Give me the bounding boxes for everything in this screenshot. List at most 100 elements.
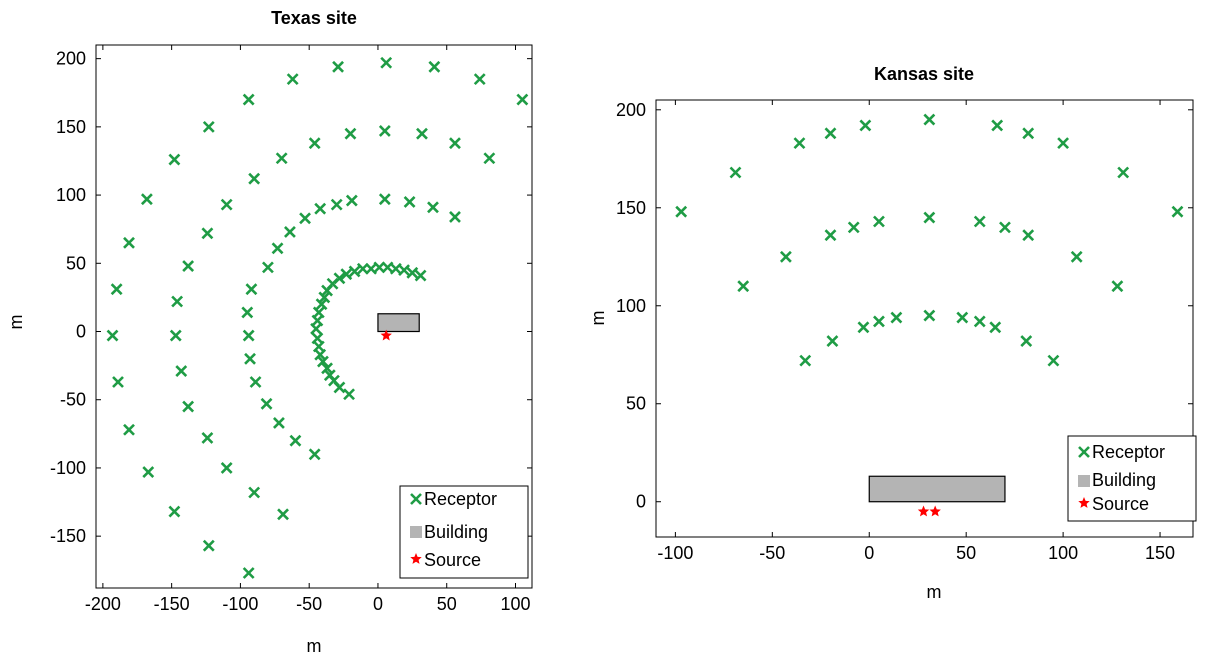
- kansas-source-point: [917, 505, 930, 517]
- kansas-x-tick-label: 50: [956, 543, 976, 563]
- texas-y-tick-label: -100: [50, 458, 86, 478]
- kansas-receptor-point: [923, 309, 936, 322]
- kansas-receptor-point: [859, 119, 872, 132]
- texas-receptor-point: [348, 265, 361, 278]
- kansas-y-tick-label: 150: [616, 198, 646, 218]
- texas-receptor-point: [333, 381, 346, 394]
- texas-receptor-point: [142, 466, 155, 478]
- kansas-receptor-point: [1171, 205, 1184, 218]
- texas-receptor-point: [202, 120, 215, 133]
- texas-receptor-point: [318, 291, 331, 304]
- texas-receptor-point: [175, 365, 188, 377]
- texas-receptor-point: [312, 306, 325, 319]
- texas-receptor-point: [260, 397, 273, 410]
- kansas-receptor-point: [1047, 354, 1060, 367]
- texas-plot-frame: [95, 44, 533, 589]
- kansas-receptor-point: [873, 215, 885, 228]
- texas-x-tick-label: 50: [437, 594, 457, 614]
- kansas-receptor-point: [991, 119, 1004, 132]
- texas-receptor-point: [473, 73, 486, 86]
- texas-receptor-point: [483, 152, 496, 165]
- texas-x-axis-label: m: [307, 636, 322, 656]
- texas-receptor-point: [314, 348, 327, 361]
- texas-receptor-point: [516, 93, 529, 106]
- kansas-receptor-point: [1022, 127, 1035, 140]
- texas-receptor-point: [340, 268, 353, 281]
- texas-receptor-point: [398, 264, 411, 277]
- kansas-x-tick-label: 0: [864, 543, 874, 563]
- texas-legend: Receptor Building Source: [399, 485, 529, 579]
- texas-ticks: -200 -150 -100 -50 0 50 100 -150 -100 -50 0 50 100 15…: [50, 45, 532, 614]
- kansas-receptor-point: [973, 215, 986, 228]
- texas-receptor-point: [271, 242, 284, 255]
- texas-receptor-point: [308, 448, 321, 461]
- kansas-site-panel: Kansas site m m -100 -50 0 50 100 150 0 50 100 15…: [588, 64, 1197, 602]
- kansas-receptor-point: [826, 335, 839, 347]
- kansas-receptor-point: [923, 211, 936, 224]
- kansas-legend: Receptor Building Source: [1067, 435, 1197, 522]
- kansas-receptor-point: [973, 315, 986, 328]
- texas-receptor-point: [299, 212, 311, 225]
- texas-receptor-point: [317, 355, 329, 368]
- texas-receptor-point: [273, 416, 285, 429]
- texas-receptor-point: [123, 423, 135, 436]
- texas-receptor-point: [449, 210, 461, 223]
- kansas-receptor-point: [857, 321, 870, 334]
- texas-legend-source: Source: [424, 550, 481, 570]
- texas-y-axis-label: m: [6, 315, 26, 330]
- texas-receptor-point: [275, 152, 288, 165]
- texas-receptor-point: [248, 172, 261, 185]
- texas-receptor-point: [112, 376, 124, 388]
- kansas-y-tick-label: 200: [616, 100, 646, 120]
- texas-legend-receptor-icon: [410, 493, 422, 505]
- texas-receptor-point: [277, 508, 289, 521]
- texas-receptor-point: [182, 400, 195, 413]
- kansas-source-point: [929, 505, 941, 517]
- kansas-x-tick-label: 100: [1048, 543, 1078, 563]
- texas-receptor-point: [332, 60, 344, 73]
- texas-receptor-point: [343, 388, 355, 401]
- texas-receptor-point: [242, 329, 255, 342]
- texas-receptor-point: [406, 266, 419, 279]
- texas-receptor-point: [428, 60, 441, 73]
- texas-receptor-point: [284, 225, 296, 238]
- kansas-ticks: -100 -50 0 50 100 150 0 50 100 150 200: [616, 100, 1193, 563]
- kansas-legend-source-icon: [1078, 497, 1090, 508]
- texas-receptor-point: [244, 352, 256, 365]
- kansas-receptor-point: [793, 137, 806, 150]
- kansas-receptor-point: [824, 229, 837, 242]
- kansas-receptor-point: [1070, 250, 1083, 263]
- texas-y-tick-label: 150: [56, 117, 86, 137]
- kansas-legend-building: Building: [1092, 470, 1156, 490]
- kansas-receptor-point: [999, 221, 1011, 234]
- kansas-receptor-point: [729, 166, 742, 179]
- texas-receptor-point: [345, 194, 358, 207]
- texas-receptor-point: [308, 137, 321, 150]
- texas-receptor-point: [378, 125, 391, 137]
- kansas-receptor-point: [847, 221, 860, 234]
- texas-y-tick-label: -150: [50, 526, 86, 546]
- texas-site-panel: Texas site m m -200 -150 -100 -50 0 50 100 -150…: [6, 8, 533, 656]
- texas-data-marks: [106, 56, 529, 579]
- texas-receptor-point: [449, 137, 461, 150]
- texas-y-tick-label: 50: [66, 253, 86, 273]
- texas-y-tick-label: 0: [76, 322, 86, 342]
- kansas-building: [868, 475, 1006, 503]
- texas-receptor-point: [168, 505, 181, 518]
- texas-x-tick-label: -150: [154, 594, 190, 614]
- texas-receptor-point: [286, 73, 299, 86]
- kansas-data-marks: [675, 113, 1184, 517]
- texas-receptor-point: [245, 283, 258, 296]
- kansas-receptor-point: [737, 280, 750, 293]
- kansas-receptor-point: [1020, 335, 1033, 347]
- texas-receptor-point: [333, 272, 346, 285]
- texas-receptor-point: [403, 195, 416, 208]
- kansas-y-axis-label: m: [588, 311, 608, 326]
- kansas-receptor-point: [923, 113, 936, 126]
- texas-receptor-point: [378, 193, 391, 206]
- texas-receptor-point: [242, 93, 255, 106]
- kansas-legend-receptor: Receptor: [1092, 442, 1165, 462]
- kansas-y-tick-label: 50: [626, 394, 646, 414]
- texas-receptor-point: [427, 201, 439, 214]
- kansas-receptor-point: [890, 311, 903, 324]
